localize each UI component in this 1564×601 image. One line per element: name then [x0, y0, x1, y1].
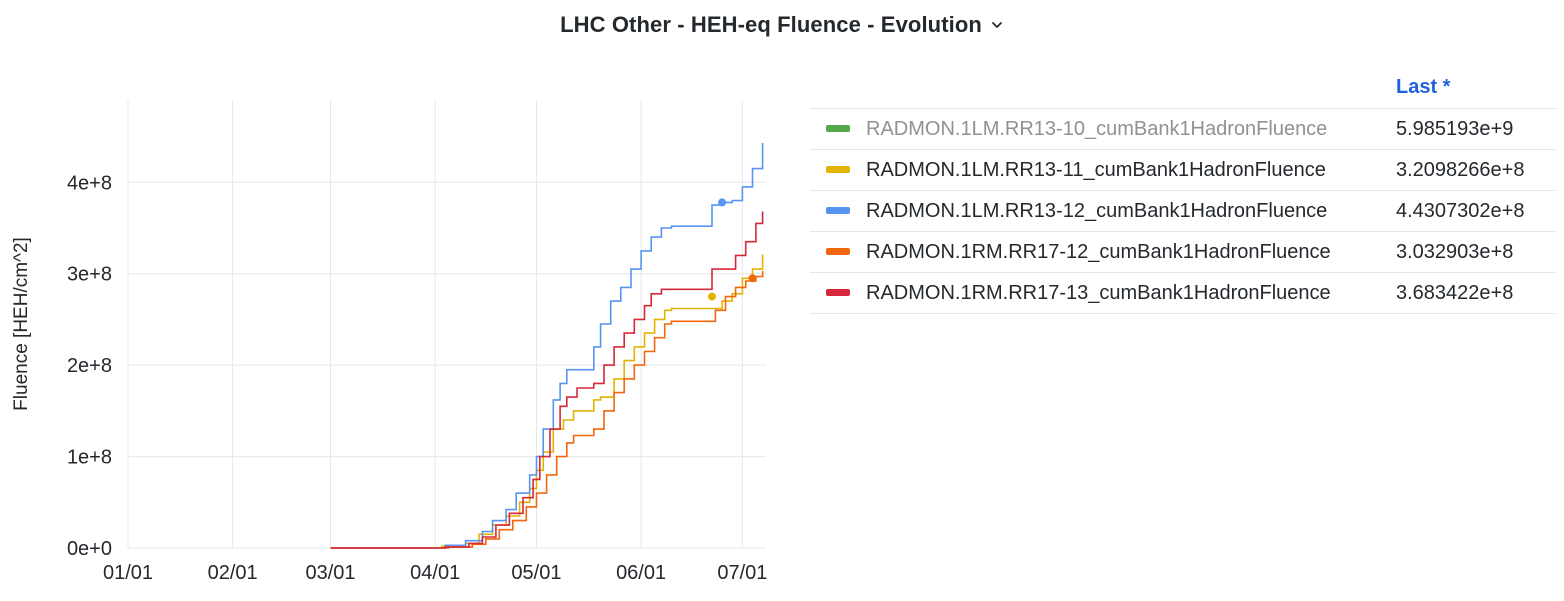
chevron-down-icon[interactable] — [990, 18, 1004, 32]
legend-series-name[interactable]: RADMON.1RM.RR17-13_cumBank1HadronFluence — [866, 282, 1331, 304]
y-tick-label: 3e+8 — [67, 264, 112, 286]
legend: Last * RADMON.1LM.RR13-10_cumBank1Hadron… — [810, 68, 1556, 314]
legend-item[interactable]: RADMON.1RM.RR17-13_cumBank1HadronFluence… — [810, 273, 1556, 314]
legend-header: Last * — [810, 68, 1556, 109]
legend-last-value: 3.683422e+8 — [1396, 282, 1514, 304]
legend-last-value: 5.985193e+9 — [1396, 118, 1514, 140]
legend-column-last[interactable]: Last * — [1396, 76, 1451, 98]
legend-series-name[interactable]: RADMON.1LM.RR13-11_cumBank1HadronFluence — [866, 159, 1326, 181]
series-line[interactable] — [330, 271, 764, 549]
x-tick-label: 02/01 — [208, 562, 258, 584]
legend-last-value: 4.4307302e+8 — [1396, 200, 1525, 222]
legend-swatch[interactable] — [826, 289, 850, 296]
fluence-chart[interactable]: 0e+0 1e+8 2e+8 3e+8 4e+8 01/01 02/01 03/01 04/0… — [0, 0, 800, 601]
x-tick-label: 04/01 — [410, 562, 460, 584]
point-layer — [707, 198, 757, 301]
x-tick-label: 01/01 — [103, 562, 153, 584]
y-axis: 0e+0 1e+8 2e+8 3e+8 4e+8 — [67, 172, 112, 560]
legend-swatch[interactable] — [826, 125, 850, 132]
x-axis: 01/01 02/01 03/01 04/01 05/01 06/01 07/01 — [103, 562, 767, 584]
legend-series-name[interactable]: RADMON.1RM.RR17-12_cumBank1HadronFluence — [866, 241, 1331, 263]
y-tick-label: 2e+8 — [67, 355, 112, 377]
panel-title[interactable]: LHC Other - HEH-eq Fluence - Evolution — [560, 12, 982, 37]
y-tick-label: 1e+8 — [67, 447, 112, 469]
series-line[interactable] — [330, 143, 764, 549]
legend-swatch[interactable] — [826, 207, 850, 214]
legend-swatch[interactable] — [826, 248, 850, 255]
legend-rows: RADMON.1LM.RR13-10_cumBank1HadronFluence… — [810, 109, 1556, 314]
x-tick-label: 03/01 — [306, 562, 356, 584]
series-line[interactable] — [330, 254, 764, 549]
x-tick-label: 06/01 — [616, 562, 666, 584]
x-tick-label: 05/01 — [511, 562, 561, 584]
legend-item[interactable]: RADMON.1LM.RR13-10_cumBank1HadronFluence… — [810, 109, 1556, 150]
legend-swatch[interactable] — [826, 166, 850, 173]
y-tick-label: 0e+0 — [67, 538, 112, 560]
legend-last-value: 3.2098266e+8 — [1396, 159, 1525, 181]
legend-series-name[interactable]: RADMON.1LM.RR13-12_cumBank1HadronFluence — [866, 200, 1328, 222]
y-tick-label: 4e+8 — [67, 172, 112, 194]
x-tick-label: 07/01 — [717, 562, 767, 584]
series-line[interactable] — [330, 211, 764, 549]
series-layer — [330, 143, 764, 549]
data-point[interactable] — [707, 292, 716, 301]
panel-header: LHC Other - HEH-eq Fluence - Evolution — [0, 0, 1564, 50]
data-point[interactable] — [718, 198, 727, 207]
legend-item[interactable]: RADMON.1RM.RR17-12_cumBank1HadronFluence… — [810, 232, 1556, 273]
data-point[interactable] — [748, 274, 757, 283]
legend-last-value: 3.032903e+8 — [1396, 241, 1514, 263]
legend-series-name[interactable]: RADMON.1LM.RR13-10_cumBank1HadronFluence — [866, 118, 1328, 140]
legend-item[interactable]: RADMON.1LM.RR13-12_cumBank1HadronFluence… — [810, 191, 1556, 232]
legend-item[interactable]: RADMON.1LM.RR13-11_cumBank1HadronFluence… — [810, 150, 1556, 191]
